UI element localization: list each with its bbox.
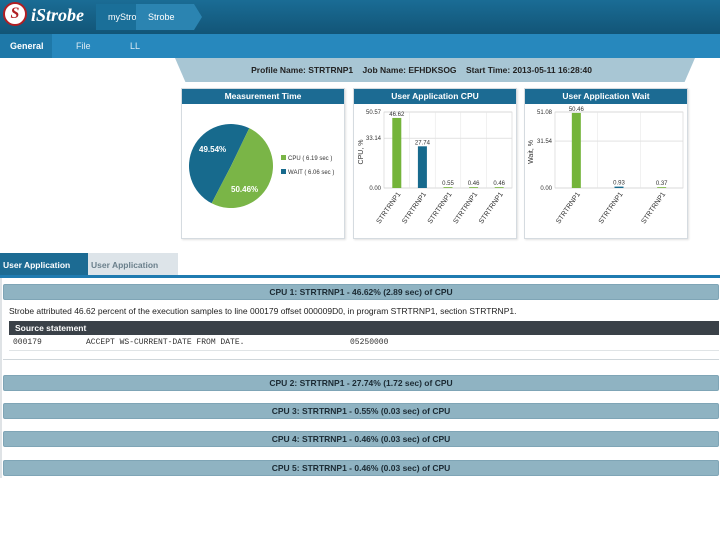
- source-line-number: 000179: [13, 338, 42, 347]
- bar-value-label: 27.74: [415, 140, 431, 146]
- cpu-bar-chart: CPU, % 50.57 33.14 0.00 46.62 STRTRNP1 27.74 S…: [358, 110, 513, 225]
- x-category-label: STRTRNP1: [640, 191, 667, 225]
- y-axis-label: CPU, %: [358, 140, 365, 165]
- bar[interactable]: [392, 117, 402, 188]
- breadcrumb-mystrobe[interactable]: myStrobe: [96, 4, 147, 30]
- top-bar: S iStrobe myStrobe Strobe Advisor: [0, 0, 720, 48]
- x-category-label: STRTRNP1: [478, 191, 505, 225]
- bar-value-label: 0.37: [656, 181, 668, 187]
- source-statement-row[interactable]: 000179 ACCEPT WS-CURRENT-DATE FROM DATE.…: [9, 335, 719, 351]
- bar-value-label: 0.46: [468, 181, 480, 187]
- bar[interactable]: [443, 187, 453, 188]
- bar[interactable]: [494, 187, 504, 188]
- cpu-section-3-header[interactable]: CPU 3: STRTRNP1 - 0.55% (0.03 sec) of CP…: [3, 403, 719, 419]
- wait-bar-chart: Wait, % 51.08 31.54 0.00 50.46 STRTRNP1 0.93 S…: [528, 107, 684, 225]
- left-edge-divider: [0, 278, 2, 478]
- panel-title: User Application CPU: [354, 89, 516, 104]
- cpu-section-1-detail: Strobe attributed 46.62 percent of the e…: [3, 300, 719, 360]
- y-tick-label: 31.54: [537, 139, 553, 145]
- y-tick-label: 0.00: [540, 186, 552, 192]
- y-tick-label: 51.08: [537, 110, 553, 116]
- legend-swatch-wait: [281, 169, 286, 174]
- bar-value-label: 0.55: [442, 181, 454, 187]
- legend-label-wait: WAIT ( 6.06 sec ): [288, 170, 334, 176]
- tab-ll[interactable]: LL: [130, 41, 141, 51]
- profile-info-bar: Profile Name: STRTRNP1 Job Name: EFHDKSO…: [175, 58, 695, 82]
- legend-label-cpu: CPU ( 6.19 sec ): [288, 156, 332, 162]
- pie-label-wait: 49.54%: [199, 145, 226, 154]
- pie-slice-wait[interactable]: [188, 123, 250, 204]
- plot-frame: [383, 111, 513, 189]
- cpu-section-4-header[interactable]: CPU 4: STRTRNP1 - 0.46% (0.03 sec) of CP…: [3, 431, 719, 447]
- cpu-section-5-header[interactable]: CPU 5: STRTRNP1 - 0.46% (0.03 sec) of CP…: [3, 460, 719, 476]
- bar-value-label: 46.62: [389, 112, 405, 118]
- cpu-section-2-header[interactable]: CPU 2: STRTRNP1 - 27.74% (1.72 sec) of C…: [3, 375, 719, 391]
- breadcrumb-strobe-advisor[interactable]: Strobe Advisor: [136, 4, 194, 48]
- user-application-wait-panel: User Application Wait Wait, % 51.08 31.54…: [524, 88, 688, 239]
- x-category-label: STRTRNP1: [401, 191, 428, 225]
- y-tick-label: 33.14: [366, 136, 382, 142]
- bar-value-label: 50.46: [569, 107, 585, 113]
- bar-value-label: 0.93: [613, 181, 625, 187]
- x-category-label: STRTRNP1: [452, 191, 479, 225]
- cpu-section-1-header[interactable]: CPU 1: STRTRNP1 - 46.62% (2.89 sec) of C…: [3, 284, 719, 300]
- x-category-label: STRTRNP1: [555, 191, 582, 225]
- breadcrumb-separator: [194, 4, 202, 30]
- bar[interactable]: [469, 187, 479, 188]
- x-category-label: STRTRNP1: [376, 191, 403, 225]
- bar-value-label: 0.46: [493, 181, 505, 187]
- panel-title: User Application Wait: [525, 89, 687, 104]
- pie-slice-cpu[interactable]: [211, 128, 273, 208]
- logo-letter: S: [10, 5, 20, 22]
- measurement-time-panel: Measurement Time 49.54% 50.46% CPU ( 6.1…: [181, 88, 345, 239]
- legend-swatch-cpu: [281, 155, 286, 160]
- bar[interactable]: [571, 112, 581, 188]
- source-statement-text: ACCEPT WS-CURRENT-DATE FROM DATE.: [86, 338, 245, 347]
- measurement-pie-chart: 49.54% 50.46% CPU ( 6.19 sec ) WAIT ( 6.…: [188, 123, 334, 208]
- source-sequence-code: 05250000: [350, 338, 389, 347]
- bar[interactable]: [657, 187, 667, 188]
- pie-label-cpu: 50.46%: [231, 185, 258, 194]
- tab-file[interactable]: File: [76, 41, 91, 51]
- detail-tab-bar: User Application CPU User Application Wa…: [0, 253, 720, 294]
- y-tick-label: 50.57: [366, 110, 382, 116]
- tab-user-application-cpu[interactable]: User Application CPU: [0, 253, 88, 294]
- tab-user-application-wait[interactable]: User Application Wait: [88, 253, 178, 294]
- x-category-label: STRTRNP1: [598, 191, 625, 225]
- y-tick-label: 0.00: [369, 186, 381, 192]
- source-statement-header: Source statement: [9, 321, 719, 335]
- bar[interactable]: [417, 146, 427, 188]
- bar[interactable]: [614, 186, 624, 188]
- profile-info-text: Profile Name: STRTRNP1 Job Name: EFHDKSO…: [251, 65, 592, 75]
- strobe-logo-icon[interactable]: S: [3, 2, 27, 26]
- y-axis-label: Wait, %: [528, 140, 535, 164]
- main-tab-bar: General File LL: [0, 34, 720, 58]
- user-application-cpu-panel: User Application CPU CPU, % 50.57 33.14 0.…: [353, 88, 517, 239]
- tab-general[interactable]: General: [0, 34, 52, 58]
- tab-underline: [0, 275, 720, 278]
- attribution-summary: Strobe attributed 46.62 percent of the e…: [9, 306, 517, 316]
- x-category-label: STRTRNP1: [427, 191, 454, 225]
- panel-title: Measurement Time: [182, 89, 344, 104]
- app-name: iStrobe: [31, 5, 85, 25]
